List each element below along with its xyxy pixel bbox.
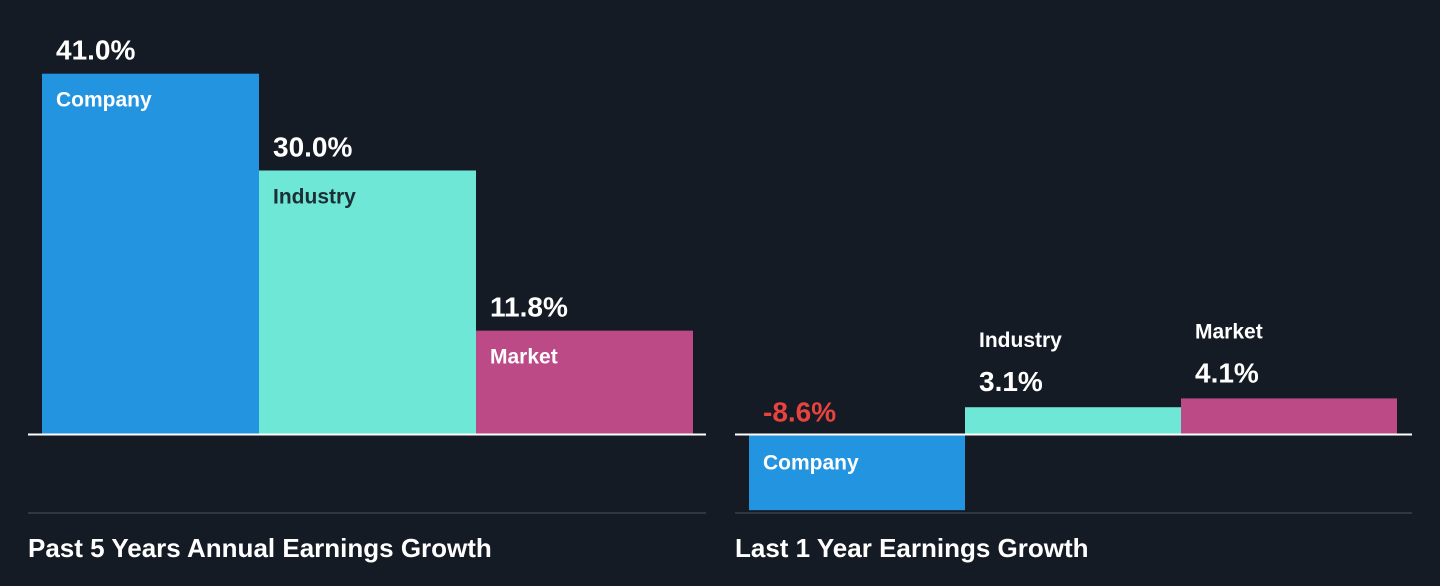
- value-label-market: 4.1%: [1195, 357, 1259, 388]
- category-label-industry: Industry: [273, 186, 356, 209]
- category-label-company: Company: [763, 452, 859, 475]
- value-label-company: 41.0%: [56, 35, 135, 66]
- bar-market: [476, 330, 693, 435]
- category-label-market: Market: [1195, 320, 1263, 343]
- bar-company: [42, 73, 259, 435]
- bar-market: [1181, 398, 1397, 435]
- chart-title-past-5-years: Past 5 Years Annual Earnings Growth: [28, 533, 492, 563]
- value-label-market: 11.8%: [490, 292, 568, 323]
- value-label-company: -8.6%: [763, 397, 836, 428]
- category-label-market: Market: [490, 346, 558, 369]
- value-label-industry: 3.1%: [979, 366, 1043, 397]
- past-5-years-panel: 41.0% Company 30.0% Industry 11.8% Market: [28, 35, 706, 436]
- value-label-industry: 30.0%: [273, 132, 352, 163]
- bar-industry: [965, 407, 1181, 435]
- bar-company: [749, 434, 965, 511]
- category-label-industry: Industry: [979, 329, 1062, 352]
- chart-title-last-1-year: Last 1 Year Earnings Growth: [735, 533, 1089, 563]
- bar-industry: [259, 170, 476, 435]
- last-1-year-panel: -8.6% Company 3.1% Industry 4.1% Market: [735, 320, 1412, 511]
- category-label-company: Company: [56, 89, 152, 112]
